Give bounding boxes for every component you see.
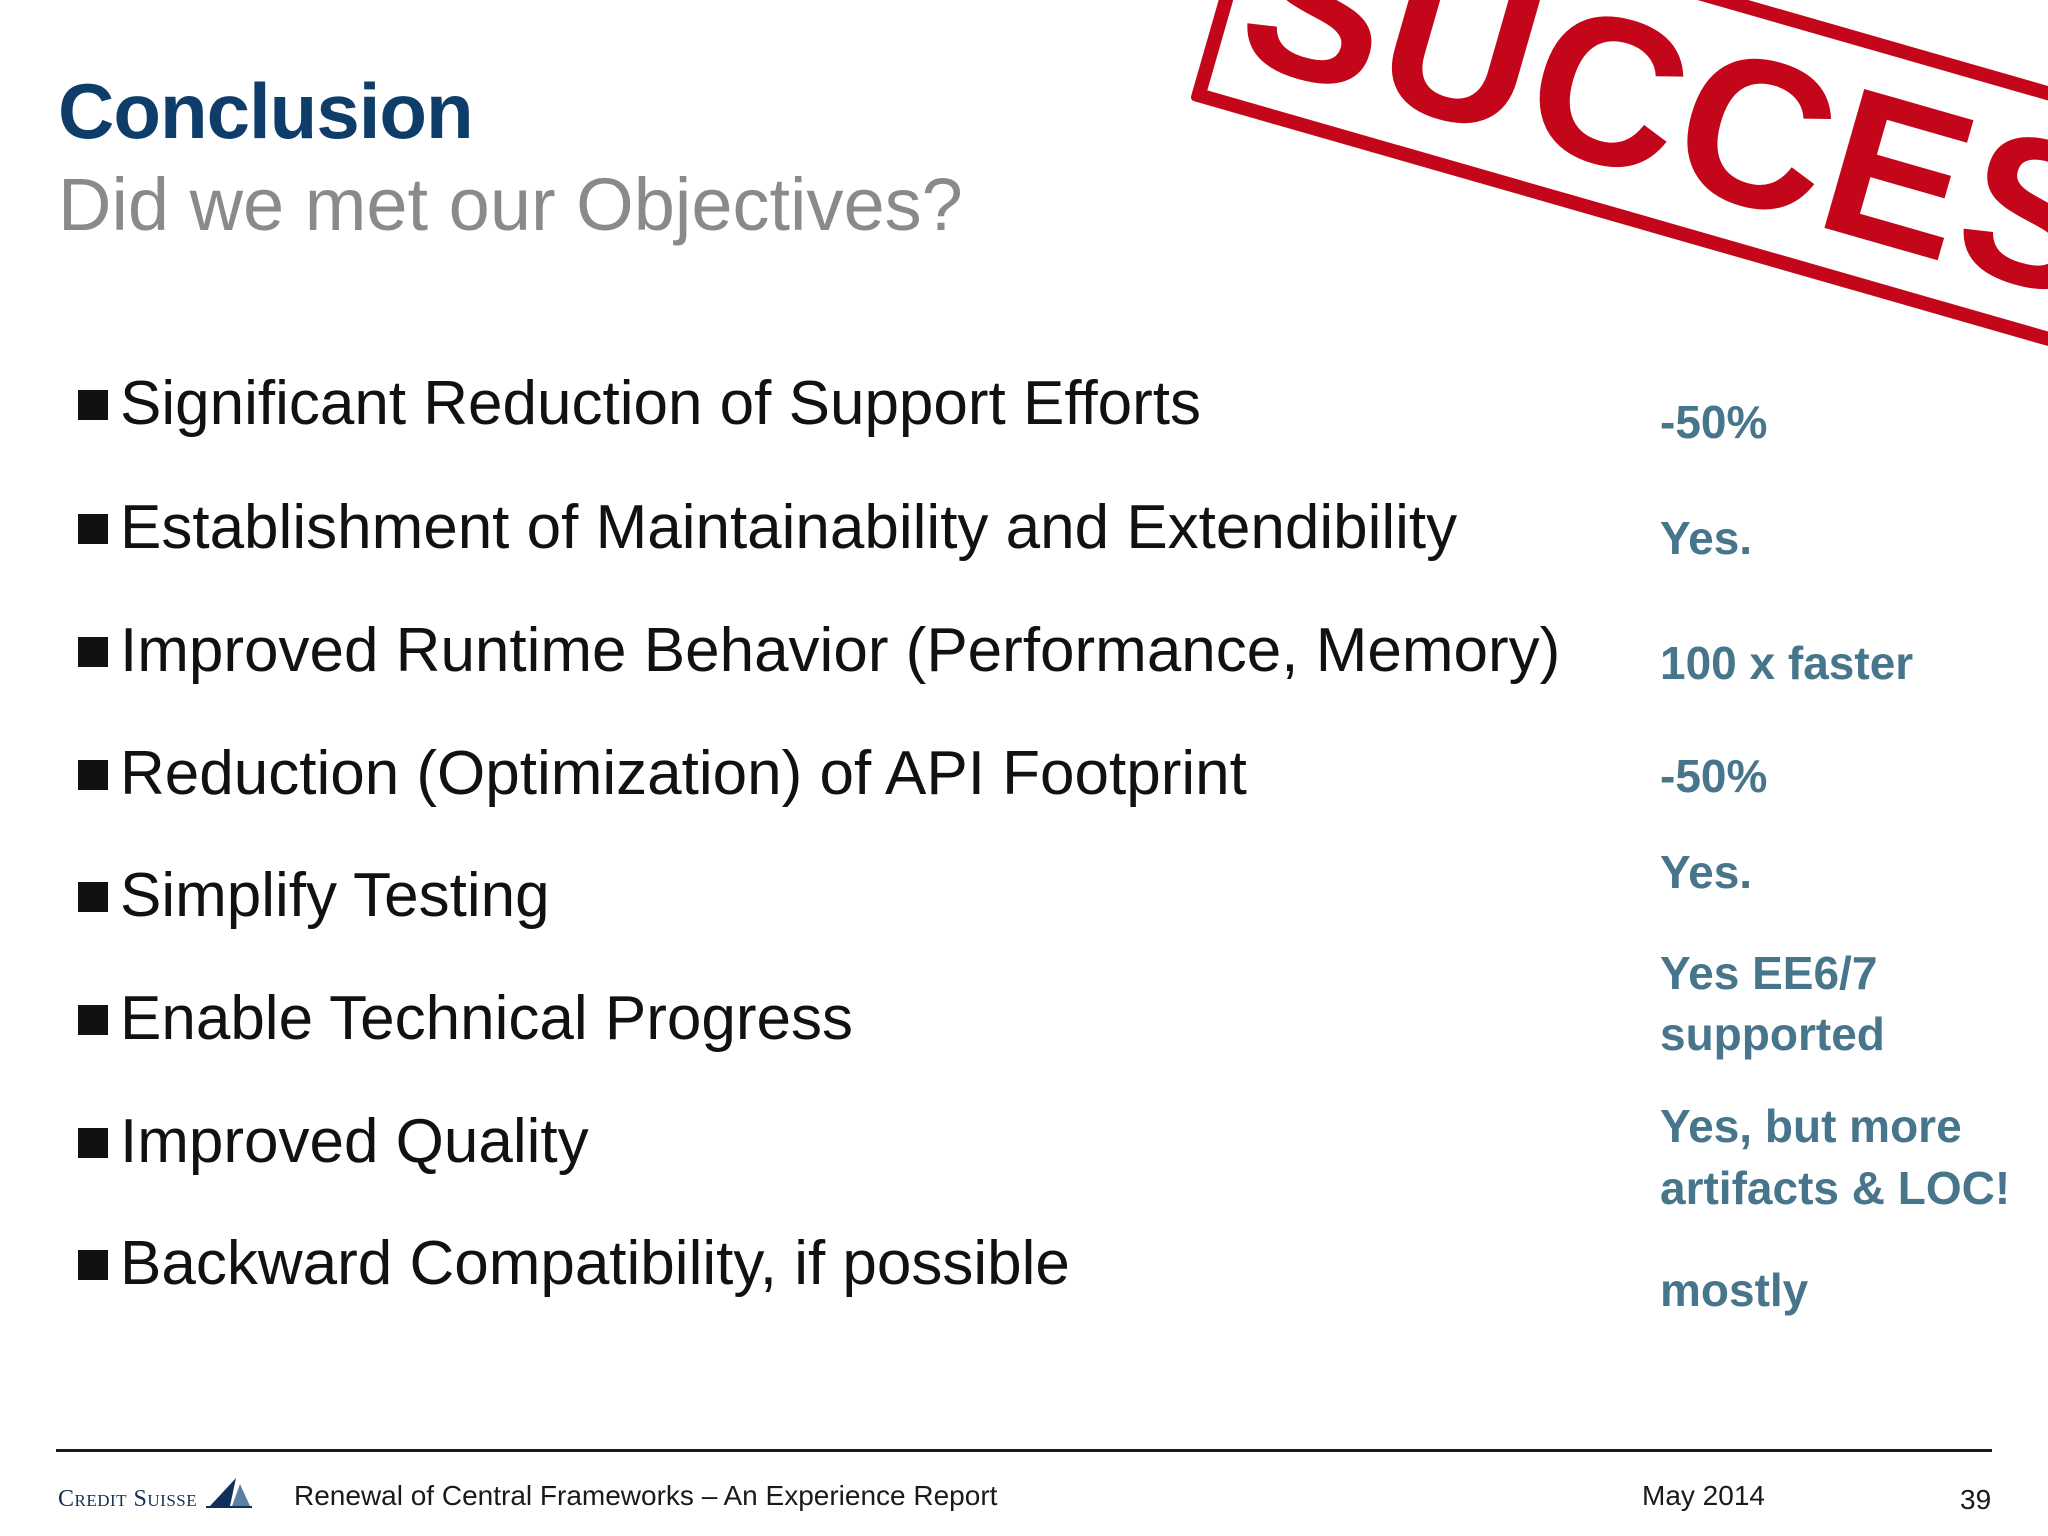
footer-report-title: Renewal of Central Frameworks – An Exper… — [294, 1480, 998, 1511]
objective-result: -50% — [1660, 750, 1768, 802]
objective-text: Improved Runtime Behavior (Performance, … — [120, 616, 1561, 685]
objective-result: mostly — [1660, 1264, 1809, 1316]
bullet-marker — [78, 760, 108, 790]
bullet-marker — [78, 1005, 108, 1035]
objective-text: Enable Technical Progress — [120, 984, 853, 1053]
slide-title: Conclusion — [58, 67, 474, 155]
bullet-marker — [78, 390, 108, 420]
success-stamp: SUCCESS — [1190, 0, 2048, 431]
stamp-text: SUCCESS — [1218, 0, 2048, 385]
sail-icon — [206, 1478, 252, 1508]
bullet-marker — [78, 1128, 108, 1158]
logo-text: Credit Suisse — [58, 1486, 198, 1512]
bullet-marker — [78, 514, 108, 544]
objective-result: artifacts & LOC! — [1660, 1162, 2011, 1214]
page-number: 39 — [1960, 1484, 1992, 1515]
credit-suisse-logo: Credit Suisse — [58, 1476, 258, 1516]
objective-result: Yes, but more — [1660, 1100, 1962, 1152]
objective-result: -50% — [1660, 396, 1768, 448]
objective-text: Simplify Testing — [120, 861, 550, 930]
bullet-marker — [78, 882, 108, 912]
objective-result: supported — [1660, 1008, 1885, 1060]
objective-text: Reduction (Optimization) of API Footprin… — [120, 739, 1247, 808]
objective-text: Significant Reduction of Support Efforts — [120, 369, 1202, 438]
objective-result: Yes. — [1660, 846, 1753, 898]
objective-text: Improved Quality — [120, 1107, 589, 1176]
slide-subtitle: Did we met our Objectives? — [58, 163, 963, 246]
objective-text: Establishment of Maintainability and Ext… — [120, 493, 1458, 562]
bullet-marker — [78, 637, 108, 667]
objective-result: 100 x faster — [1660, 637, 1914, 689]
bullet-marker — [78, 1250, 108, 1280]
footer-date: May 2014 — [1642, 1480, 1765, 1511]
objective-result: Yes. — [1660, 512, 1753, 564]
objective-result: Yes EE6/7 — [1660, 947, 1878, 999]
objective-text: Backward Compatibility, if possible — [120, 1229, 1070, 1298]
footer-divider — [56, 1449, 1992, 1452]
